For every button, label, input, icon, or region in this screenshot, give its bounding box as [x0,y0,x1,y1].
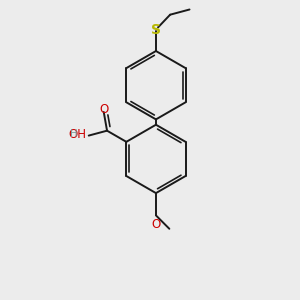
Text: O: O [151,218,160,231]
Text: S: S [151,23,161,37]
Text: H: H [70,129,77,139]
Text: O: O [99,103,108,116]
Text: OH: OH [68,128,86,141]
